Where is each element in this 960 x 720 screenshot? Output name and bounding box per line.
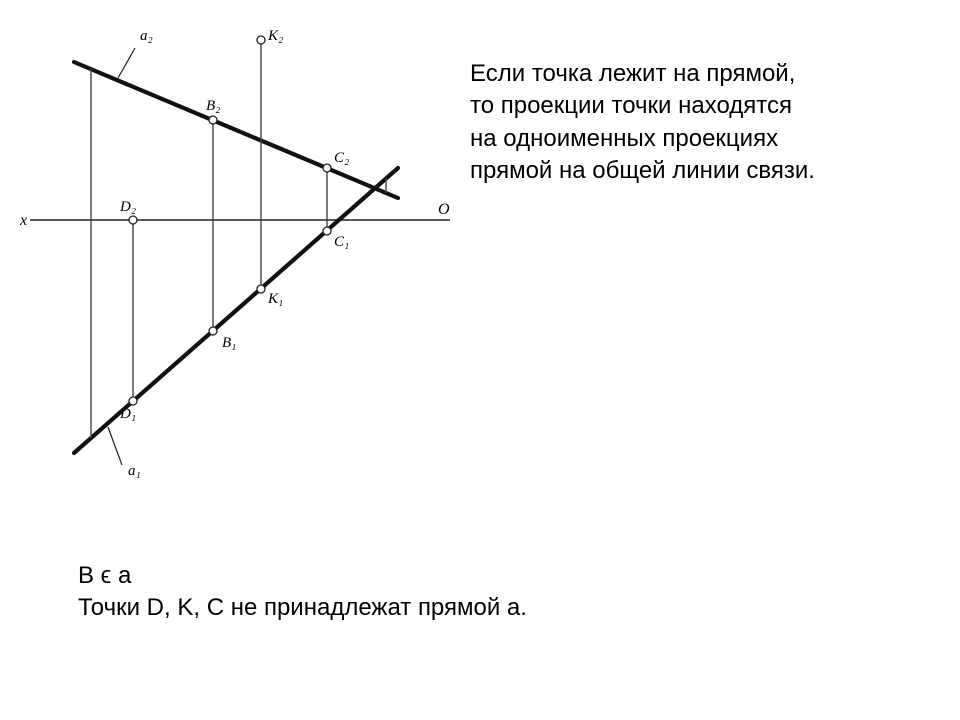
point-D1 xyxy=(129,397,137,405)
point-B1 xyxy=(209,327,217,335)
label-a1: a₁ xyxy=(128,463,141,479)
conclusion-line-2: Точки D, K, C не принадлежат прямой a. xyxy=(78,592,878,624)
label-D1: D₁ xyxy=(119,406,136,422)
label-K1: K₁ xyxy=(267,291,283,307)
axis-label-x: x xyxy=(19,212,27,229)
axis-label-o: O xyxy=(438,201,450,218)
explanation-text: Если точка лежит на прямой, то проекции … xyxy=(470,58,950,188)
explanation-line-2: то проекции точки находятся xyxy=(470,92,792,119)
line-a2 xyxy=(74,62,398,198)
explanation-line-1: Если точка лежит на прямой, xyxy=(470,60,795,87)
explanation-line-3: на одноименных проекциях xyxy=(470,125,778,152)
label-B1: B₁ xyxy=(222,335,236,351)
label-B2: B₂ xyxy=(206,98,220,114)
leader-a2 xyxy=(118,48,135,78)
point-K1 xyxy=(257,285,265,293)
point-C1 xyxy=(323,227,331,235)
projection-diagram: x O a₂ a₁ D₂ D₁ B₂ B₁ K₂ K₁ C xyxy=(0,0,470,500)
point-C2 xyxy=(323,164,331,172)
page-root: x O a₂ a₁ D₂ D₁ B₂ B₁ K₂ K₁ C xyxy=(0,0,960,720)
label-D2: D₂ xyxy=(119,199,136,215)
label-K2: K₂ xyxy=(267,28,283,44)
point-K2 xyxy=(257,36,265,44)
point-B2 xyxy=(209,116,217,124)
point-D2 xyxy=(129,216,137,224)
label-a2: a₂ xyxy=(140,28,153,44)
label-C2: C₂ xyxy=(334,150,349,166)
label-C1: C₁ xyxy=(334,234,349,250)
leader-a1 xyxy=(108,427,122,465)
conclusion-text: B ϵ a Точки D, K, C не принадлежат прямо… xyxy=(78,560,878,625)
explanation-line-4: прямой на общей линии связи. xyxy=(470,157,815,184)
conclusion-line-1: B ϵ a xyxy=(78,560,878,592)
